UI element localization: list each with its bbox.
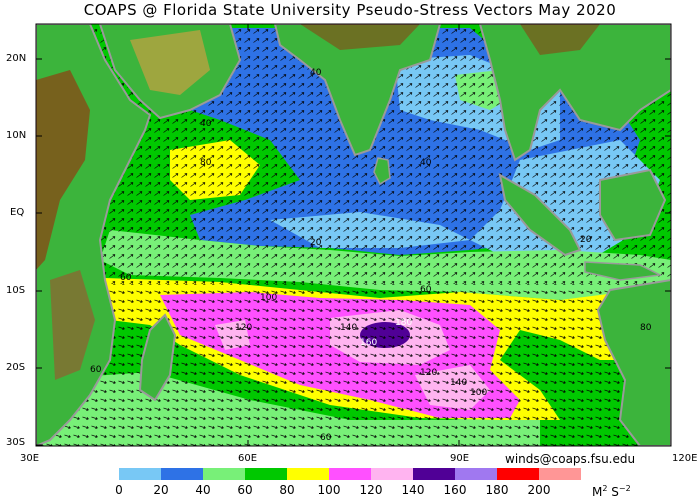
contour-label: 140 [340, 323, 357, 333]
contour-label: 60 [420, 285, 432, 295]
legend-swatch [119, 468, 161, 480]
legend-swatch [497, 468, 539, 480]
contour-label: 40 [420, 158, 432, 168]
southeast-asia-land [478, 24, 671, 162]
contour-label: 120 [420, 368, 437, 378]
tibet-terrain [520, 24, 600, 55]
legend-label: 140 [401, 483, 425, 497]
units-exp2: −2 [618, 484, 631, 493]
india-land [273, 24, 442, 157]
legend-label: 60 [237, 483, 253, 497]
legend-label: 160 [443, 483, 467, 497]
arabia-desert [130, 30, 210, 95]
map-body: 20 20 40 40 40 60 60 60 60 80 80 100 100… [36, 24, 671, 446]
contour-label: 180 [395, 318, 412, 328]
lon-ticks [247, 24, 460, 446]
contour-label: 60 [90, 365, 102, 375]
legend-label: 40 [195, 483, 211, 497]
madagascar-land [138, 313, 177, 402]
java-land [584, 261, 663, 281]
lon-label-30e: 30E [20, 453, 40, 464]
lon-label-120e: 120E [672, 453, 698, 464]
lat-label-10n: 10N [6, 130, 27, 141]
legend-swatch [371, 468, 413, 480]
sri-lanka-land [373, 157, 391, 186]
contour-label: 60 [120, 273, 132, 283]
contour-label: 140 [450, 378, 467, 388]
legend-swatch [329, 468, 371, 480]
legend-label: 120 [359, 483, 383, 497]
legend-swatch [455, 468, 497, 480]
contact-email: winds@coaps.fsu.edu [505, 452, 636, 466]
legend-label: 20 [153, 483, 169, 497]
contour-label: 60 [320, 433, 332, 443]
contour-label: 160 [360, 338, 377, 348]
lon-label-60e: 60E [238, 453, 258, 464]
legend-swatch [413, 468, 455, 480]
sumatra-land [498, 173, 582, 257]
contour-label: 20 [310, 238, 322, 248]
contour-label: 20 [580, 235, 592, 245]
africa-highlands [36, 70, 90, 270]
units-base: M [592, 485, 603, 499]
contour-label: 120 [235, 323, 252, 333]
legend-label: 80 [279, 483, 295, 497]
lat-ticks [36, 58, 671, 446]
units-exp1: 2 [602, 484, 608, 493]
map-title: COAPS @ Florida State University Pseudo-… [83, 1, 617, 19]
lat-label-20n: 20N [6, 53, 27, 64]
legend-label: 0 [115, 483, 123, 497]
contour-label: 80 [640, 323, 652, 333]
units-mid: S [607, 485, 619, 499]
legend-swatch [161, 468, 203, 480]
contour-label: 40 [200, 119, 212, 129]
australia-land [596, 278, 671, 446]
lat-label-10s: 10S [6, 285, 26, 296]
legend-units: M2 S−2 [592, 482, 631, 499]
contour-label: 100 [470, 388, 487, 398]
wind-vectors-south [36, 284, 671, 446]
legend-swatch [539, 468, 581, 480]
contour-label: 100 [260, 293, 277, 303]
legend-label: 100 [317, 483, 341, 497]
lat-label-eq: EQ [10, 207, 25, 218]
lat-label-30s: 30S [6, 437, 26, 448]
lon-label-90e: 90E [450, 453, 470, 464]
legend-label: 200 [527, 483, 551, 497]
contour-label: 80 [200, 158, 212, 168]
legend-label: 180 [485, 483, 509, 497]
himalaya-terrain [300, 24, 420, 50]
africa-plateau [50, 270, 95, 380]
map-frame [35, 23, 672, 447]
borneo-land [599, 168, 667, 242]
legend-swatch [203, 468, 245, 480]
legend-swatch [287, 468, 329, 480]
legend-swatch [245, 468, 287, 480]
lat-label-20s: 20S [6, 362, 26, 373]
contour-label: 40 [310, 68, 322, 78]
